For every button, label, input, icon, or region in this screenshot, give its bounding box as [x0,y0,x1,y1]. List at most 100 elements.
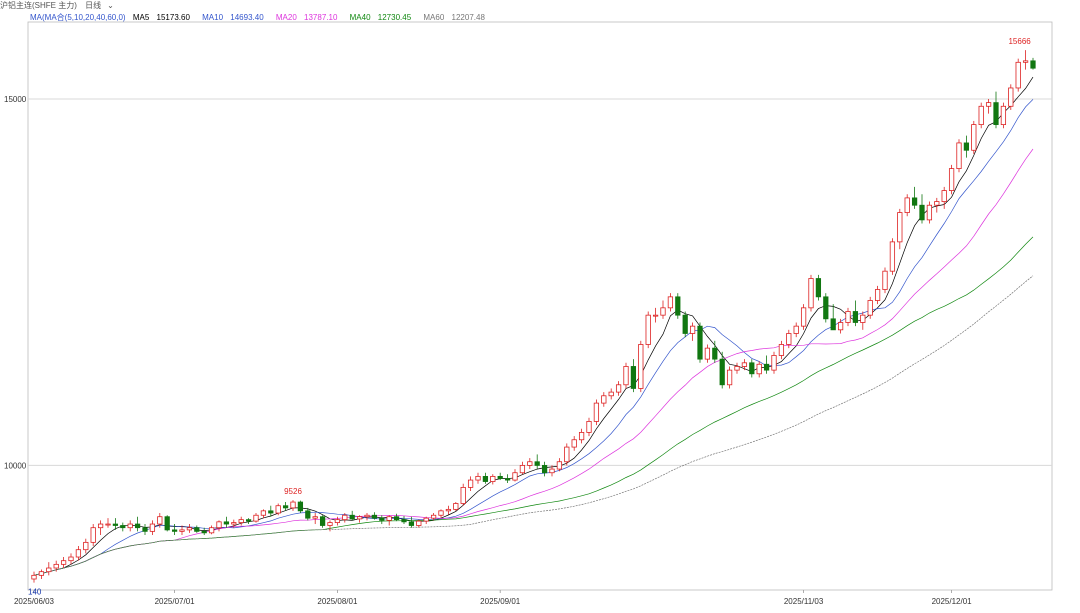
candle-50 [401,515,407,525]
candle-body [327,522,333,526]
candle-26 [223,516,230,528]
candle-113 [867,296,873,319]
candle-121 [926,201,933,224]
candle-48 [386,515,392,526]
candle-120 [919,194,925,224]
y-tick-label-1: 15000 [4,95,27,104]
candle-109 [837,318,844,334]
candle-118 [904,194,910,217]
period-selector[interactable]: 日线 ⌄ [85,1,120,10]
candle-111 [852,300,859,327]
candle-117 [897,208,903,250]
mid-high-annotation: 9526 [284,487,302,496]
x-tick-label-2: 2025/08/01 [317,597,358,606]
candle-body [712,347,718,360]
ma-indicator-label[interactable]: MA(MA合(5,10,20,40,60,0) [30,13,126,22]
candle-106 [815,274,822,301]
chevron-down-icon: ⌄ [107,1,114,10]
axis-ticks: 10000 15000 2025/06/03 2025/07/01 2025/08/01… [4,95,972,606]
candle-body [393,516,400,521]
candle-10 [105,518,111,528]
high-annotation: 15666 [1008,37,1031,46]
candle-13 [127,520,133,532]
candle-body [556,461,563,470]
candle-102 [786,329,792,349]
candle-12 [120,522,126,532]
candle-81 [630,359,637,393]
candle-body [460,486,466,504]
candle-body [512,472,518,481]
candle-body [90,527,96,543]
candle-38 [312,513,318,525]
candle-18 [164,515,170,532]
candle-body [549,468,555,474]
candle-body [615,384,622,393]
candle-2 [46,562,52,576]
candle-body [75,549,82,558]
candle-body [675,296,681,316]
candle-body [490,475,496,482]
candle-105 [808,274,814,312]
candle-97 [749,359,755,378]
candle-29 [245,518,252,525]
candle-body [38,571,45,576]
candle-15 [142,524,148,536]
candle-body [334,519,341,523]
ma-legend: MA(MA合(5,10,20,40,60,0) MA5 15173.60 MA1… [30,12,495,24]
candle-body [171,529,178,532]
candle-body [638,344,644,389]
candle-56 [445,505,452,515]
candle-body [46,567,52,573]
candle-17 [157,513,163,528]
candle-body [1000,105,1007,126]
candle-body [342,514,348,521]
candle-body [201,530,207,534]
candle-body [800,307,807,327]
candle-body [601,395,607,404]
candle-body [194,527,200,532]
candle-body [179,529,185,532]
candle-body [919,204,925,221]
candle-body [586,421,592,433]
candle-body [97,523,104,529]
candle-body [593,402,600,422]
candle-body [282,505,289,509]
candle-28 [238,516,244,526]
candle-body [504,478,511,481]
candle-body [275,505,281,514]
candle-86 [667,293,674,312]
candle-32 [268,505,274,517]
candle-82 [638,340,644,393]
candle-body [763,363,770,371]
candle-25 [216,520,222,532]
candle-98 [756,361,762,378]
candle-body [416,520,422,526]
candle-body [149,523,156,532]
x-tick-label-1: 2025/07/01 [155,597,196,606]
candle-body [423,517,429,522]
candle-body [60,560,67,565]
grid-lines [27,21,1053,591]
candle-91 [704,344,711,363]
low-annotation: 140 [28,588,42,597]
ma10-line [33,99,1034,576]
candle-9 [97,520,104,536]
candle-body [120,525,126,529]
candle-body [134,523,141,529]
candle-body [1022,60,1029,63]
candle-body [956,142,962,169]
candle-132 [1008,84,1014,110]
candle-body [719,358,725,386]
candle-body [564,446,570,463]
candle-body [260,510,267,516]
candle-69 [541,461,548,477]
candle-body [726,369,733,386]
candle-21 [186,524,193,533]
candle-body [297,501,304,512]
period-label: 日线 [85,1,102,10]
candle-body [623,366,629,386]
ma5-legend: MA5 15173.60 [132,13,190,22]
candle-47 [379,515,385,525]
